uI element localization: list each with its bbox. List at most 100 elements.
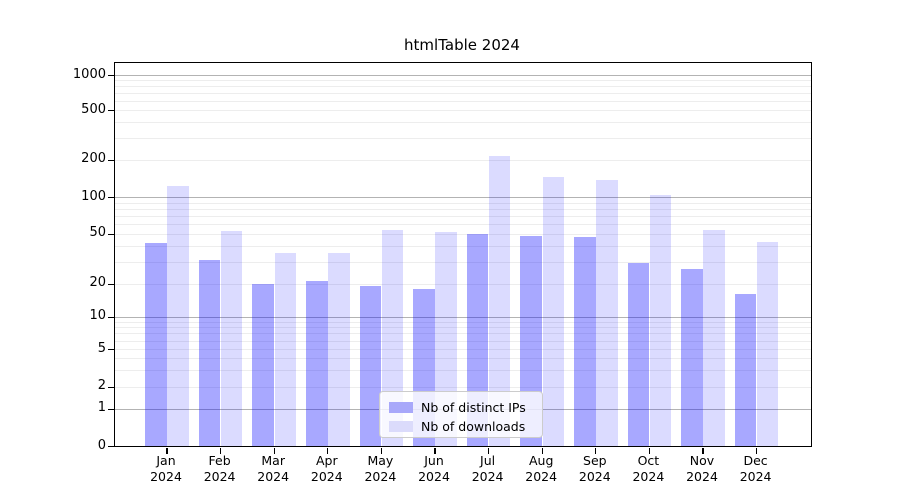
- gridline-major: [115, 75, 811, 76]
- bar-downloads-apr: [328, 253, 350, 446]
- bar-downloads-jul: [488, 155, 511, 446]
- y-tick-label: 10: [89, 308, 106, 324]
- y-tick-mark: [107, 349, 114, 351]
- y-tick-label: 100: [81, 188, 106, 204]
- gridline-minor: [115, 340, 811, 342]
- gridline-minor: [115, 80, 811, 82]
- bar-distinct-ips-dec: [734, 294, 757, 446]
- y-tick-mark: [107, 197, 114, 199]
- gridline-major: [115, 316, 811, 318]
- bar-downloads-sep: [596, 180, 618, 446]
- gridline-minor: [115, 327, 811, 329]
- x-tick-mark: [434, 447, 436, 454]
- x-tick-label: Aug 2024: [525, 453, 558, 484]
- bar-downloads-aug: [542, 176, 564, 446]
- bar-distinct-ips-apr: [306, 281, 328, 446]
- x-tick-label: Oct 2024: [632, 453, 665, 484]
- gridline-minor: [115, 202, 811, 204]
- y-tick-mark: [107, 233, 114, 235]
- legend-swatch-downloads: [389, 420, 413, 432]
- x-tick-mark: [488, 447, 490, 454]
- y-tick-mark: [107, 75, 114, 77]
- bar-downloads-jan: [167, 185, 189, 446]
- bar-distinct-ips-feb: [198, 259, 221, 446]
- x-tick-mark: [220, 447, 222, 454]
- gridline-minor: [115, 215, 811, 217]
- gridline-minor: [115, 261, 811, 263]
- y-tick-label: 20: [89, 275, 106, 291]
- x-tick-label: Feb 2024: [203, 453, 236, 484]
- gridline-minor: [115, 370, 811, 372]
- bar-downloads-dec: [756, 241, 779, 446]
- bar-distinct-ips-jan: [145, 243, 167, 446]
- y-tick-label: 1000: [72, 66, 106, 82]
- x-tick-mark: [273, 447, 275, 454]
- gridline-minor: [115, 93, 811, 95]
- y-tick-label: 2: [97, 378, 106, 394]
- legend-entry-distinct-ips: Nb of distinct IPs: [389, 398, 534, 416]
- gridline-minor: [115, 386, 811, 388]
- y-tick-label: 50: [89, 225, 106, 241]
- bar-downloads-oct: [649, 194, 672, 446]
- bar-downloads-mar: [274, 253, 296, 446]
- x-tick-label: Sep 2024: [578, 453, 611, 484]
- x-tick-mark: [380, 447, 382, 454]
- x-tick-label: Apr 2024: [310, 453, 343, 484]
- x-tick-label: Mar 2024: [257, 453, 290, 484]
- gridline-minor: [115, 333, 811, 335]
- x-tick-label: Nov 2024: [686, 453, 718, 484]
- bar-distinct-ips-sep: [574, 237, 596, 446]
- y-tick-label: 200: [81, 151, 106, 167]
- x-tick-label: Dec 2024: [739, 453, 772, 484]
- gridline-minor: [115, 224, 811, 226]
- y-tick-label: 0: [97, 437, 106, 453]
- legend-box: Nb of distinct IPs Nb of downloads: [379, 391, 543, 438]
- gridline-minor: [115, 233, 811, 235]
- bar-distinct-ips-oct: [627, 263, 650, 446]
- y-tick-mark: [107, 446, 114, 448]
- x-tick-label: Jul 2024: [471, 453, 504, 484]
- y-tick-label: 5: [97, 340, 106, 356]
- legend-label-distinct-ips: Nb of distinct IPs: [421, 399, 526, 415]
- gridline-major: [115, 197, 811, 198]
- bar-downloads-nov: [703, 229, 725, 446]
- x-tick-mark: [166, 447, 168, 454]
- y-tick-mark: [107, 408, 114, 410]
- y-tick-label: 500: [81, 101, 106, 117]
- bar-distinct-ips-mar: [252, 283, 274, 446]
- x-tick-mark: [595, 447, 597, 454]
- gridline-minor: [115, 321, 811, 323]
- gridline-minor: [115, 159, 811, 161]
- y-tick-mark: [107, 316, 114, 318]
- x-tick-label: May 2024: [364, 453, 397, 484]
- x-tick-label: Jan 2024: [150, 453, 182, 484]
- gridline-minor: [115, 245, 811, 247]
- y-tick-mark: [107, 386, 114, 388]
- bar-distinct-ips-nov: [681, 269, 703, 446]
- x-tick-mark: [648, 447, 650, 454]
- y-tick-mark: [107, 110, 114, 112]
- y-tick-label: 1: [97, 400, 106, 416]
- gridline-minor: [115, 122, 811, 124]
- gridline-minor: [115, 101, 811, 102]
- gridline-minor: [115, 208, 811, 210]
- chart-title: htmlTable 2024: [404, 36, 520, 54]
- x-tick-mark: [702, 447, 704, 454]
- y-tick-mark: [107, 159, 114, 161]
- x-tick-mark: [327, 447, 329, 454]
- bar-distinct-ips-may: [359, 286, 382, 446]
- gridline-minor: [115, 358, 811, 360]
- gridline-minor: [115, 349, 811, 351]
- x-tick-label: Jun 2024: [418, 453, 450, 484]
- gridline-minor: [115, 86, 811, 88]
- legend-entry-downloads: Nb of downloads: [389, 417, 534, 435]
- x-tick-mark: [541, 447, 543, 454]
- y-tick-mark: [107, 283, 114, 285]
- legend-swatch-distinct-ips: [389, 401, 413, 413]
- x-tick-mark: [756, 447, 758, 454]
- legend-label-downloads: Nb of downloads: [421, 418, 526, 434]
- bar-downloads-feb: [220, 230, 243, 446]
- gridline-minor: [115, 137, 811, 139]
- plot-area: [107, 62, 812, 454]
